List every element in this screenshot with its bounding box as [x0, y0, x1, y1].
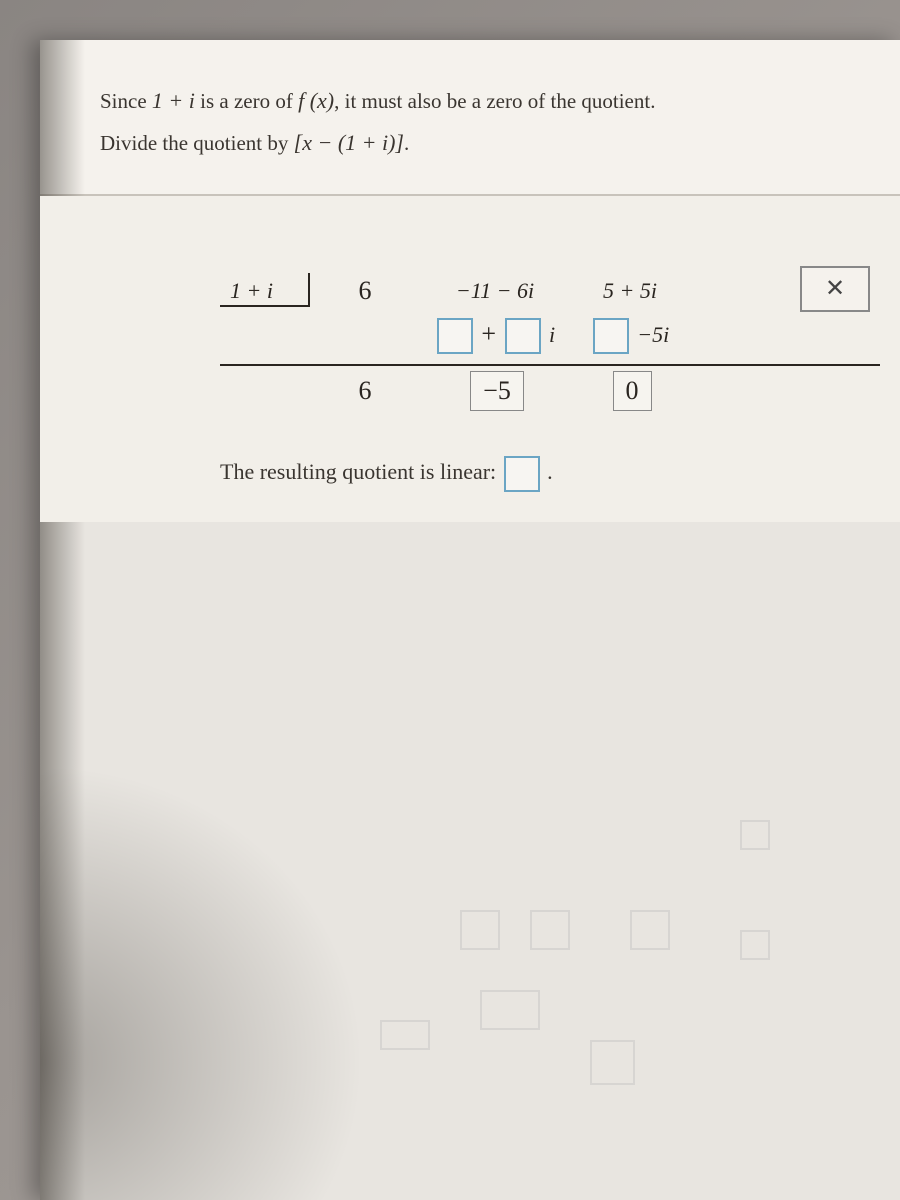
r3c1: 6: [310, 376, 420, 406]
page-container: Since 1 + i is a zero of f (x), it must …: [40, 40, 900, 1200]
instruction-section: Since 1 + i is a zero of f (x), it must …: [40, 40, 900, 196]
instruction-line-1: Since 1 + i is a zero of f (x), it must …: [100, 80, 870, 122]
input-imag-part[interactable]: [505, 318, 541, 354]
close-icon: ✕: [825, 274, 845, 303]
math-func: f (x): [298, 88, 334, 113]
ghost-box: [630, 910, 670, 950]
ghost-box: [530, 910, 570, 950]
quotient-text: The resulting quotient is linear:: [220, 459, 502, 484]
ghost-box: [460, 910, 500, 950]
r2c2: + i: [420, 318, 570, 354]
text-prefix-2: Divide the quotient by: [100, 131, 294, 155]
text-mid: is a zero of: [195, 89, 298, 113]
plus-sign: +: [481, 319, 496, 348]
ghost-box: [740, 930, 770, 960]
math-expr-1: 1 + i: [152, 88, 195, 113]
divisor-value: 1 + i: [230, 278, 273, 303]
r1c1: 6: [310, 276, 420, 306]
math-expr-2: [x − (1 + i)]: [294, 130, 404, 155]
work-section: ✕ 1 + i 6 −11 − 6i 5 + 5i + i: [40, 196, 900, 522]
synthetic-division: 1 + i 6 −11 − 6i 5 + 5i + i −5i: [220, 266, 880, 416]
quotient-line: The resulting quotient is linear: .: [220, 456, 880, 492]
syn-row-3: 6 −5 0: [220, 366, 880, 416]
input-quotient[interactable]: [504, 456, 540, 492]
syn-row-2: + i −5i: [220, 316, 880, 366]
result-box-col3: 0: [613, 371, 652, 411]
divisor-cell: 1 + i: [220, 275, 310, 307]
r3c2: −5: [420, 371, 570, 411]
shadow-overlay: [40, 740, 390, 1200]
ghost-box: [480, 990, 540, 1030]
close-button[interactable]: ✕: [800, 266, 870, 312]
quotient-period: .: [547, 459, 553, 484]
r1c3: 5 + 5i: [570, 278, 690, 304]
text-suffix: , it must also be a zero of the quotient…: [334, 89, 655, 113]
ghost-box: [380, 1020, 430, 1050]
syn-row-1: 1 + i 6 −11 − 6i 5 + 5i: [220, 266, 880, 316]
ghost-box: [740, 820, 770, 850]
ghost-box: [590, 1040, 635, 1085]
i-suffix: i: [549, 322, 555, 347]
result-box-col2: −5: [470, 371, 524, 411]
r3c3: 0: [570, 371, 690, 411]
r2c3: −5i: [570, 318, 690, 354]
col3-suffix: −5i: [637, 322, 669, 347]
ghost-layer: [40, 760, 900, 1200]
instruction-line-2: Divide the quotient by [x − (1 + i)].: [100, 122, 870, 164]
input-real-part[interactable]: [437, 318, 473, 354]
text-suffix-2: .: [404, 131, 409, 155]
r1c2: −11 − 6i: [420, 278, 570, 304]
text-prefix: Since: [100, 89, 152, 113]
input-col3-real[interactable]: [593, 318, 629, 354]
